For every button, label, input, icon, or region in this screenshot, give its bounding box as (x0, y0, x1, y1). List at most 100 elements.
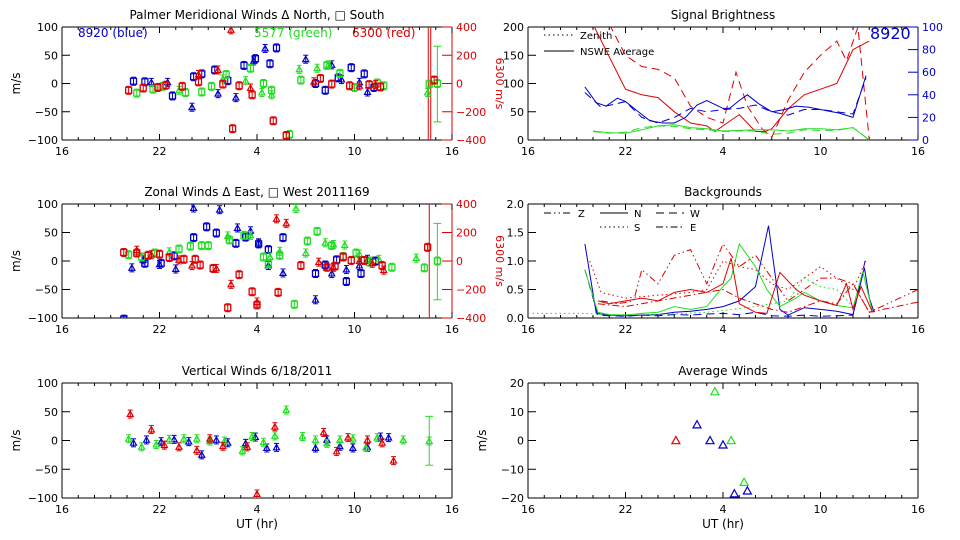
data-point-triangle (709, 386, 720, 396)
data-point-triangle (335, 435, 344, 443)
legend-label: S (634, 223, 640, 234)
data-point-triangle (213, 65, 223, 73)
data-point-square (175, 245, 183, 253)
data-point-square (321, 86, 329, 94)
y-tick-label: −100 (28, 312, 58, 325)
data-point-square (430, 76, 438, 84)
x-tick-label: 4 (254, 145, 261, 158)
data-point-square (357, 269, 365, 278)
y-tick-label: 100 (37, 21, 58, 34)
y2-tick-label: 0 (456, 78, 463, 91)
data-point-triangle (213, 89, 223, 97)
chart-title: Backgrounds (684, 185, 762, 199)
y-tick-label: −50 (35, 463, 58, 476)
legend-label: NSWE Average (580, 47, 654, 58)
data-point-square (149, 85, 157, 93)
data-point-square (290, 300, 299, 308)
data-point-square (228, 125, 237, 133)
series-line (592, 125, 870, 140)
x-tick-label: 16 (55, 323, 69, 336)
data-point-square (423, 243, 432, 251)
data-point-square (157, 259, 165, 267)
x-tick-label: 22 (153, 323, 167, 336)
data-point-square (267, 86, 276, 94)
data-point-square (198, 88, 206, 96)
data-point-triangle (233, 223, 242, 231)
data-point-square (165, 253, 173, 262)
data-point-square (222, 70, 230, 79)
x-tick-label: 22 (153, 503, 167, 516)
data-point-triangle (374, 255, 383, 263)
data-point-triangle (412, 253, 421, 262)
data-point-triangle (691, 419, 703, 429)
data-point-triangle (340, 240, 349, 249)
plot-area (670, 386, 753, 498)
data-point-triangle (248, 432, 257, 440)
data-point-square (339, 253, 347, 261)
data-point-triangle (205, 434, 214, 442)
data-point-square (297, 76, 305, 84)
data-point-triangle (314, 257, 323, 266)
data-point-square (168, 92, 177, 100)
data-point-triangle (373, 433, 382, 441)
x-tick-label: 10 (348, 503, 362, 516)
data-point-triangle (187, 102, 197, 111)
legend-label: Z (578, 209, 585, 220)
y-tick-label: 0 (517, 435, 524, 448)
data-point-square (360, 256, 368, 265)
data-point-square (266, 60, 274, 68)
data-point-square (251, 54, 260, 63)
y2-tick-label: 0 (922, 134, 929, 147)
data-point-square (345, 82, 354, 90)
data-point-square (202, 223, 211, 231)
y-tick-label: 100 (37, 198, 58, 211)
data-point-triangle (348, 443, 357, 451)
series-line (597, 282, 918, 313)
plot-area (528, 225, 918, 317)
y-tick-label: 50 (44, 227, 58, 240)
data-point-triangle (399, 435, 408, 443)
data-point-square (313, 227, 321, 236)
data-point-square (269, 117, 277, 125)
x-tick-label: 10 (814, 503, 828, 516)
data-point-triangle (241, 76, 250, 84)
x-tick-label: 4 (254, 323, 261, 336)
data-point-triangle (189, 204, 198, 211)
x-tick-label: 16 (521, 323, 535, 336)
data-point-triangle (327, 269, 336, 277)
x-tick-label: 16 (521, 145, 535, 158)
chart-backgrounds: Backgrounds 16 22 4 10 16 2.0 1.5 1.0 0.5 0.0 Z N W S E (507, 185, 926, 336)
data-point-triangle (270, 431, 279, 439)
data-point-triangle (215, 205, 224, 213)
y-tick-label: 100 (503, 78, 524, 91)
data-point-square (224, 304, 232, 312)
data-point-square (186, 242, 195, 250)
y-axis-label: m/s (9, 250, 23, 272)
data-point-square (133, 89, 141, 97)
data-point-triangle (295, 65, 304, 73)
y2-tick-label: 100 (922, 21, 943, 34)
data-point-triangle (384, 433, 393, 441)
y2-tick-label: −400 (456, 312, 486, 325)
data-point-triangle (291, 204, 301, 212)
data-point-square (274, 288, 282, 297)
data-point-square (133, 249, 141, 257)
legend-label: E (690, 223, 696, 234)
data-point-triangle (218, 442, 227, 450)
legend-label: Zenith (580, 31, 612, 42)
data-point-triangle (246, 231, 255, 239)
data-point-square (189, 233, 198, 242)
data-point-square (253, 301, 261, 309)
data-point-square (124, 251, 133, 259)
data-point-square (264, 260, 273, 268)
data-point-square (209, 264, 217, 273)
data-point-triangle (257, 88, 266, 96)
data-point-square (433, 257, 442, 265)
data-point-square (254, 240, 263, 248)
chart-title: Zonal Winds Δ East, □ West 2011169 (144, 185, 369, 199)
data-point-triangle (231, 93, 240, 101)
data-point-square (240, 231, 248, 240)
data-point-triangle (147, 425, 156, 433)
data-point-square (316, 74, 325, 83)
data-point-square (248, 288, 256, 296)
